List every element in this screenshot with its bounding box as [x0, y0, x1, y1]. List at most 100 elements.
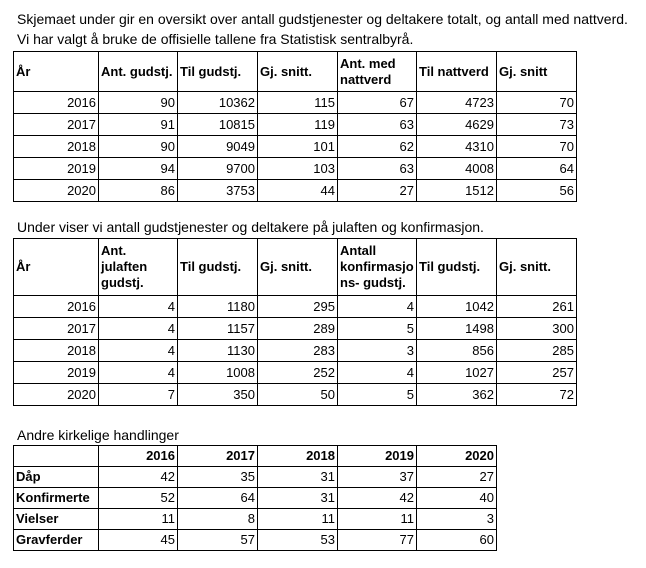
cell: 42 — [337, 487, 417, 509]
cell: 77 — [337, 529, 417, 551]
header-with-communion: Ant. med nattverd — [337, 51, 417, 92]
cell: 63 — [337, 157, 417, 180]
header-attendance: Til gudstj. — [177, 51, 258, 92]
cell: 295 — [257, 295, 338, 318]
cell: 3753 — [177, 179, 258, 202]
header-christmas-attendance: Til gudstj. — [177, 238, 258, 296]
cell: 37 — [337, 466, 417, 488]
table-row: 2020 7 350 50 5 362 72 — [13, 383, 577, 406]
cell: 9049 — [177, 135, 258, 158]
cell: 2019 — [13, 157, 99, 180]
table-row: 2016 90 10362 115 67 4723 70 — [13, 91, 577, 114]
cell: 91 — [98, 113, 178, 136]
table-row: 2017 4 1157 289 5 1498 300 — [13, 317, 577, 340]
table-row: 2019 4 1008 252 4 1027 257 — [13, 361, 577, 384]
cell: 60 — [416, 529, 497, 551]
header-confirmation-services: Antall konfirmasjo ns- gudstj. — [337, 238, 417, 296]
cell: 62 — [337, 135, 417, 158]
table-header-row: 2016 2017 2018 2019 2020 — [13, 445, 497, 467]
cell: 27 — [337, 179, 417, 202]
table-row: 2018 90 9049 101 62 4310 70 — [13, 135, 577, 158]
cell: 1180 — [177, 295, 258, 318]
cell: 5 — [337, 383, 417, 406]
cell: 7 — [98, 383, 178, 406]
cell: 4310 — [416, 135, 497, 158]
cell: 1512 — [416, 179, 497, 202]
cell: 300 — [496, 317, 577, 340]
cell: 9700 — [177, 157, 258, 180]
cell: 90 — [98, 135, 178, 158]
cell: 94 — [98, 157, 178, 180]
table-row: Gravferder 45 57 53 77 60 — [13, 529, 497, 551]
cell: 3 — [416, 508, 497, 530]
cell: 2018 — [13, 135, 99, 158]
cell: 70 — [496, 91, 577, 114]
header-christmas-services: Ant. julaften gudstj. — [98, 238, 178, 296]
cell: 2020 — [13, 179, 99, 202]
table-row: 2017 91 10815 119 63 4629 73 — [13, 113, 577, 136]
cell: 115 — [257, 91, 338, 114]
cell: 5 — [337, 317, 417, 340]
cell: 11 — [257, 508, 338, 530]
christmas-confirmation-table: År Ant. julaften gudstj. Til gudstj. Gj.… — [13, 238, 577, 406]
cell: 4 — [337, 361, 417, 384]
cell: 63 — [337, 113, 417, 136]
header-year-2018: 2018 — [257, 445, 338, 467]
cell: 2017 — [13, 113, 99, 136]
cell: 70 — [496, 135, 577, 158]
cell: 119 — [257, 113, 338, 136]
cell: 1130 — [177, 339, 258, 362]
other-church-acts-table: 2016 2017 2018 2019 2020 Dåp 42 35 31 37… — [13, 445, 497, 551]
header-year: År — [13, 238, 99, 296]
cell: 40 — [416, 487, 497, 509]
cell: 4 — [98, 339, 178, 362]
table-row: Dåp 42 35 31 37 27 — [13, 466, 497, 488]
cell: 11 — [98, 508, 178, 530]
cell: 2017 — [13, 317, 99, 340]
cell: 10362 — [177, 91, 258, 114]
cell: 1042 — [416, 295, 497, 318]
cell: 2020 — [13, 383, 99, 406]
cell: 252 — [257, 361, 338, 384]
row-label: Konfirmerte — [13, 487, 99, 509]
cell: 4629 — [416, 113, 497, 136]
table-row: Vielser 11 8 11 11 3 — [13, 508, 497, 530]
cell: 1027 — [416, 361, 497, 384]
cell: 4 — [98, 317, 178, 340]
cell: 4 — [98, 295, 178, 318]
cell: 64 — [496, 157, 577, 180]
cell: 350 — [177, 383, 258, 406]
cell: 72 — [496, 383, 577, 406]
cell: 42 — [98, 466, 178, 488]
cell: 4 — [98, 361, 178, 384]
cell: 56 — [496, 179, 577, 202]
cell: 103 — [257, 157, 338, 180]
cell: 86 — [98, 179, 178, 202]
cell: 27 — [416, 466, 497, 488]
intro-text: Skjemaet under gir en oversikt over anta… — [17, 9, 628, 49]
header-year-2020: 2020 — [416, 445, 497, 467]
cell: 257 — [496, 361, 577, 384]
cell: 57 — [177, 529, 258, 551]
header-services-count: Ant. gudstj. — [98, 51, 178, 92]
christmas-confirmation-caption: Under viser vi antall gudstjenester og d… — [17, 219, 484, 235]
header-communion-average: Gj. snitt — [496, 51, 577, 92]
cell: 53 — [257, 529, 338, 551]
header-christmas-average: Gj. snitt. — [257, 238, 338, 296]
cell: 283 — [257, 339, 338, 362]
row-label: Dåp — [13, 466, 99, 488]
table-row: Konfirmerte 52 64 31 42 40 — [13, 487, 497, 509]
table-row: 2018 4 1130 283 3 856 285 — [13, 339, 577, 362]
cell: 64 — [177, 487, 258, 509]
cell: 10815 — [177, 113, 258, 136]
cell: 52 — [98, 487, 178, 509]
cell: 44 — [257, 179, 338, 202]
cell: 3 — [337, 339, 417, 362]
cell: 4 — [337, 295, 417, 318]
services-communion-table: År Ant. gudstj. Til gudstj. Gj. snitt. A… — [13, 51, 577, 202]
cell: 45 — [98, 529, 178, 551]
table-header-row: År Ant. gudstj. Til gudstj. Gj. snitt. A… — [13, 51, 577, 92]
cell: 2019 — [13, 361, 99, 384]
header-average: Gj. snitt. — [257, 51, 338, 92]
header-blank — [13, 445, 99, 467]
